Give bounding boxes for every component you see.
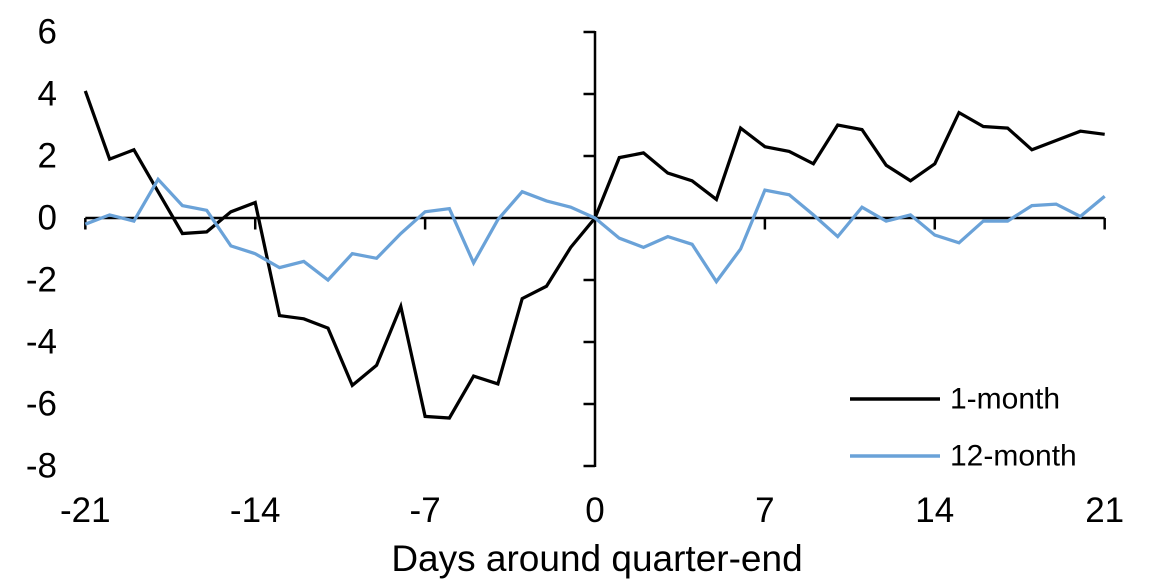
- y-tick-label: -6: [26, 385, 57, 424]
- x-axis-title: Days around quarter-end: [391, 538, 802, 579]
- legend-label-12-month: 12-month: [950, 440, 1077, 473]
- y-tick-label: 4: [38, 75, 57, 114]
- x-tick-label: -21: [60, 491, 111, 530]
- x-tick-label: -14: [230, 491, 281, 530]
- legend: 1-month 12-month: [850, 383, 1077, 473]
- y-tick-label: 6: [38, 13, 57, 52]
- tick-labels: -21 -14 -7 0 7 14 21 6 4 2 0 -2 -4 -6 -8: [26, 13, 1124, 531]
- y-tick-label: -8: [26, 447, 57, 486]
- series-line-12-month: [84, 176, 1106, 285]
- x-tick-label: 14: [915, 491, 954, 530]
- x-tick-label: 21: [1085, 491, 1124, 530]
- x-tick-label: 0: [585, 491, 604, 530]
- y-tick-label: -2: [26, 261, 57, 300]
- y-tick-label: 2: [38, 137, 57, 176]
- x-tick-label: 7: [755, 491, 774, 530]
- x-tick-label: -7: [410, 491, 441, 530]
- tick-marks: [84, 30, 1106, 468]
- data-series: [83, 90, 1106, 420]
- y-tick-label: -4: [26, 323, 57, 362]
- y-tick-label: 0: [38, 199, 57, 238]
- legend-label-1-month: 1-month: [950, 383, 1060, 416]
